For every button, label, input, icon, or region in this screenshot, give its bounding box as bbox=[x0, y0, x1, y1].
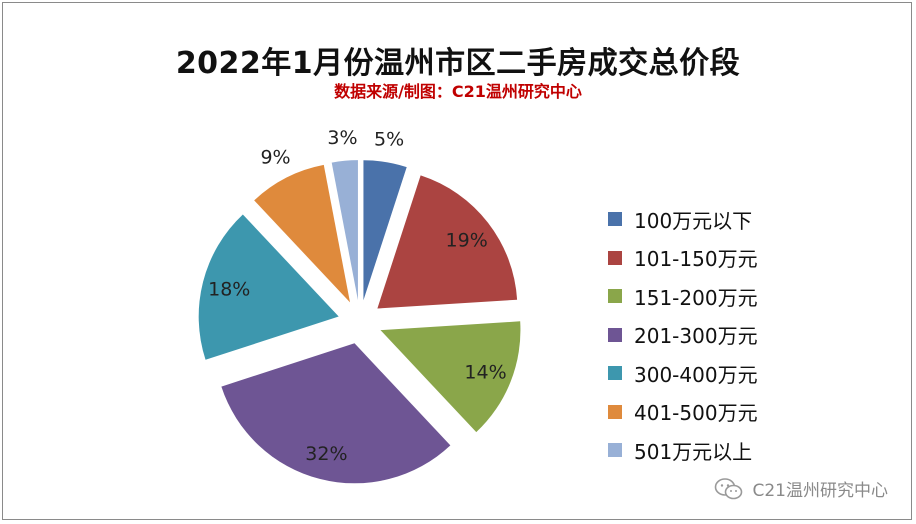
legend-item-7: 501万元以上 bbox=[608, 431, 758, 470]
legend-swatch bbox=[608, 212, 622, 227]
watermark: C21温州研究中心 bbox=[714, 476, 888, 501]
pie-data-label-3: 14% bbox=[464, 362, 506, 384]
chart-title: 2022年1月份温州市区二手房成交总价段 bbox=[175, 46, 741, 81]
pie-slice-7 bbox=[331, 160, 358, 301]
pie-slice-5 bbox=[198, 214, 339, 360]
legend-item-4: 201-300万元 bbox=[608, 316, 758, 355]
legend-label: 300-400万元 bbox=[634, 362, 758, 387]
legend-swatch bbox=[608, 327, 622, 342]
legend-label: 101-150万元 bbox=[634, 247, 758, 272]
wechat-icon bbox=[715, 477, 743, 499]
legend-label: 501万元以上 bbox=[634, 439, 753, 464]
pie-slice-2 bbox=[377, 175, 518, 309]
pie-slice-3 bbox=[380, 321, 521, 433]
pie-slice-6 bbox=[254, 164, 351, 303]
chart-subtitle: 数据来源/制图：C21温州研究中心 bbox=[334, 82, 582, 101]
legend-label: 201-300万元 bbox=[634, 324, 758, 349]
legend-label: 151-200万元 bbox=[634, 285, 758, 310]
pie-slice-4 bbox=[221, 343, 451, 484]
pie-data-label-1: 5% bbox=[374, 128, 404, 150]
pie-data-label-5: 18% bbox=[208, 278, 250, 300]
pie-data-label-2: 19% bbox=[446, 229, 488, 251]
legend-swatch bbox=[608, 404, 622, 419]
legend-label: 401-500万元 bbox=[634, 401, 758, 426]
pie-data-label-6: 9% bbox=[260, 146, 290, 168]
legend-item-6: 401-500万元 bbox=[608, 393, 758, 432]
watermark-text: C21温州研究中心 bbox=[752, 481, 888, 501]
legend-swatch bbox=[608, 289, 622, 304]
legend-item-3: 151-200万元 bbox=[608, 277, 758, 316]
legend-item-2: 101-150万元 bbox=[608, 239, 758, 278]
pie-data-label-4: 32% bbox=[305, 443, 347, 465]
legend-item-5: 300-400万元 bbox=[608, 354, 758, 393]
legend-swatch bbox=[608, 366, 622, 381]
pie-slice-1 bbox=[363, 160, 407, 301]
legend-label: 100万元以下 bbox=[634, 208, 753, 233]
legend-swatch bbox=[608, 250, 622, 265]
legend-item-1: 100万元以下 bbox=[608, 200, 758, 239]
chart-legend: 100万元以下 101-150万元 151-200万元 201-300万元 300-40… bbox=[608, 200, 758, 470]
legend-swatch bbox=[608, 443, 622, 458]
pie-data-label-7: 3% bbox=[327, 127, 357, 149]
